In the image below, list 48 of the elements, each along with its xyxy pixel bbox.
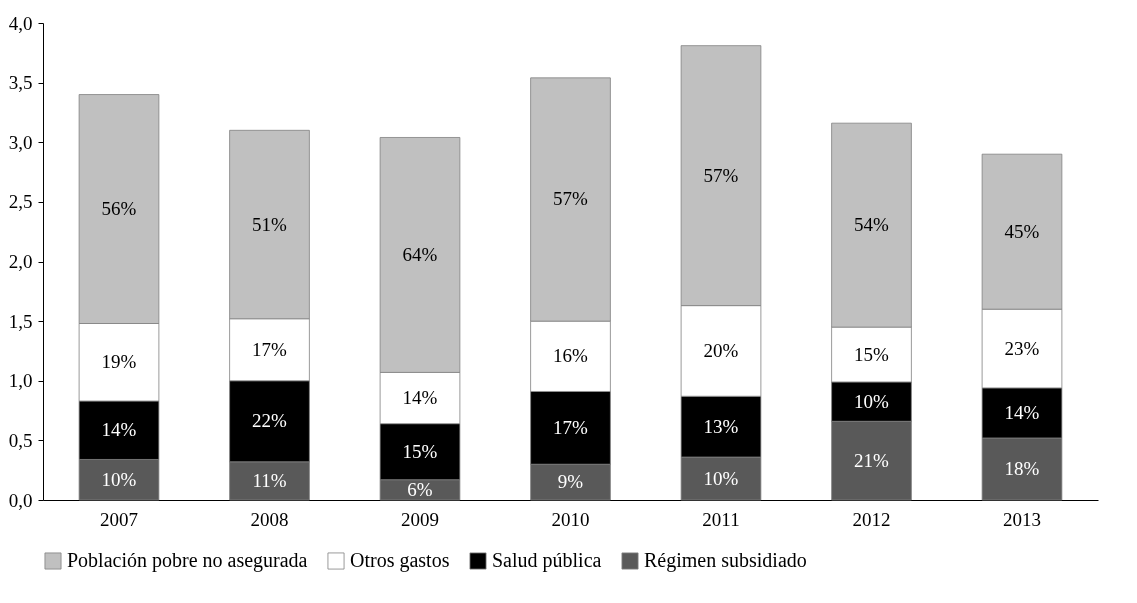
x-tick-label: 2010	[551, 508, 590, 530]
annotation: 17%	[553, 416, 589, 438]
legend-label: Régimen subsidiado	[644, 549, 807, 572]
legend-label: Salud pública	[492, 549, 602, 572]
x-tick-label: 2008	[250, 508, 289, 530]
annotation: 54%	[854, 214, 890, 236]
y-tick-label: 0,5	[8, 429, 33, 451]
annotation: 45%	[1004, 220, 1040, 242]
y-tick-label: 4,0	[8, 12, 33, 34]
y-tick-label: 1,0	[8, 370, 33, 392]
annotation: 21%	[854, 449, 890, 471]
x-tick-label: 2011	[702, 508, 740, 530]
y-tick-label: 3,5	[8, 72, 33, 94]
annotation: 51%	[252, 213, 288, 235]
annotation: 64%	[402, 243, 438, 265]
annotation: 10%	[101, 468, 137, 490]
annotation: 6%	[407, 478, 433, 500]
annotation: 16%	[553, 345, 589, 367]
x-tick-label: 2012	[852, 508, 891, 530]
annotation: 10%	[854, 390, 890, 412]
x-tick-label: 2013	[1003, 508, 1041, 530]
legend-label: Población pobre no asegurada	[67, 549, 308, 572]
annotation: 14%	[1004, 401, 1040, 423]
annotation: 10%	[703, 467, 739, 489]
annotation: 9%	[557, 471, 584, 493]
annotation: 23%	[1004, 337, 1040, 359]
y-tick-label: 2,0	[8, 251, 33, 272]
y-tick-label: 1,5	[8, 310, 33, 332]
y-tick-label: 0,0	[8, 489, 33, 511]
annotation: 56%	[101, 198, 137, 220]
annotation: 17%	[252, 338, 288, 360]
annotation: 18%	[1004, 457, 1040, 479]
annotation: 22%	[252, 410, 288, 432]
y-tick-label: 2,5	[8, 191, 33, 213]
annotation: 57%	[703, 164, 739, 186]
annotation: 11%	[252, 469, 287, 491]
x-tick-label: 2007	[100, 508, 138, 530]
annotation: 20%	[703, 339, 739, 361]
annotation: 19%	[101, 351, 137, 373]
y-tick-label: 3,0	[8, 131, 33, 153]
legend-label: Otros gastos	[350, 549, 450, 572]
annotation: 57%	[553, 188, 589, 210]
annotation: 14%	[402, 387, 438, 409]
annotation: 15%	[402, 440, 438, 462]
x-tick-label: 2009	[401, 508, 439, 530]
annotation: 14%	[101, 419, 137, 441]
annotation: 13%	[703, 415, 739, 437]
annotation: 15%	[854, 343, 890, 365]
